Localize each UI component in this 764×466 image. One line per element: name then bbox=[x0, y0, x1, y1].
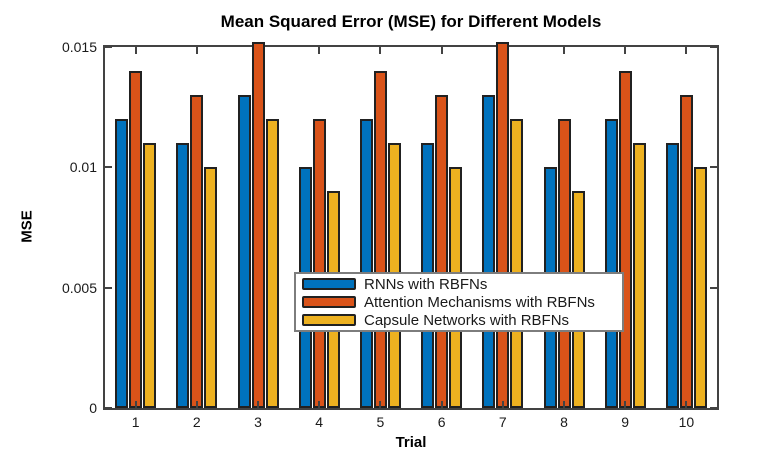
y-tick-label: 0 bbox=[89, 400, 97, 416]
bar-attention-trial-9 bbox=[618, 71, 632, 408]
legend-item: Attention Mechanisms with RBFNs bbox=[302, 293, 622, 311]
x-tick-mark bbox=[624, 47, 627, 54]
legend-item-label: RNNs with RBFNs bbox=[364, 275, 488, 293]
x-tick-mark bbox=[624, 401, 627, 408]
y-tick-mark bbox=[710, 407, 717, 409]
x-tick-mark bbox=[379, 401, 382, 408]
legend-swatch bbox=[302, 314, 356, 326]
y-axis-label: MSE bbox=[18, 210, 36, 243]
y-tick-mark bbox=[710, 46, 717, 48]
x-tick-label: 9 bbox=[621, 414, 630, 430]
bar-capsule-trial-2 bbox=[204, 167, 218, 408]
bar-attention-trial-2 bbox=[190, 95, 204, 408]
bar-capsule-trial-1 bbox=[143, 143, 157, 408]
x-tick-mark bbox=[195, 47, 198, 54]
bar-rnns-trial-3 bbox=[237, 95, 251, 408]
legend-item: RNNs with RBFNs bbox=[302, 275, 622, 293]
bar-attention-trial-5 bbox=[373, 71, 387, 408]
x-tick-label: 5 bbox=[376, 414, 385, 430]
x-tick-mark bbox=[440, 47, 443, 54]
chart-title: Mean Squared Error (MSE) for Different M… bbox=[220, 12, 602, 31]
y-tick-label: 0.015 bbox=[61, 39, 97, 55]
x-tick-mark bbox=[318, 47, 321, 54]
bar-rnns-trial-10 bbox=[665, 143, 679, 408]
legend: RNNs with RBFNs Attention Mechanisms with… bbox=[294, 272, 624, 332]
x-tick-label: 1 bbox=[131, 414, 140, 430]
legend-item-label: Capsule Networks with RBFNs bbox=[364, 311, 570, 329]
legend-swatch bbox=[302, 296, 356, 308]
y-tick-mark bbox=[710, 286, 717, 289]
plot-area bbox=[103, 42, 719, 410]
x-tick-mark bbox=[440, 401, 443, 408]
bar-attention-trial-1 bbox=[129, 71, 143, 408]
x-tick-label: 3 bbox=[254, 414, 262, 430]
bar-capsule-trial-10 bbox=[693, 167, 707, 408]
y-tick-mark bbox=[105, 286, 112, 289]
y-tick-mark bbox=[710, 166, 717, 169]
bar-rnns-trial-1 bbox=[115, 119, 129, 408]
bar-attention-trial-8 bbox=[557, 119, 571, 408]
y-tick-mark bbox=[105, 46, 112, 48]
y-tick-mark bbox=[105, 407, 112, 409]
y-tick-mark bbox=[105, 166, 112, 169]
x-tick-label: 10 bbox=[678, 414, 695, 430]
legend-item-label: Attention Mechanisms with RBFNs bbox=[364, 293, 595, 311]
bar-rnns-trial-9 bbox=[604, 119, 618, 408]
x-tick-mark bbox=[195, 401, 198, 408]
x-tick-mark bbox=[685, 47, 688, 54]
bar-capsule-trial-7 bbox=[510, 119, 524, 408]
bar-capsule-trial-9 bbox=[632, 143, 646, 408]
bar-attention-trial-3 bbox=[251, 42, 265, 408]
x-tick-label: 8 bbox=[560, 414, 568, 430]
x-tick-mark bbox=[563, 401, 565, 408]
bar-attention-trial-10 bbox=[679, 95, 693, 408]
bar-rnns-trial-2 bbox=[176, 143, 190, 408]
legend-item: Capsule Networks with RBFNs bbox=[302, 311, 622, 329]
x-tick-mark bbox=[501, 401, 504, 408]
x-tick-mark bbox=[685, 401, 688, 408]
x-tick-mark bbox=[134, 47, 137, 54]
x-tick-label: 7 bbox=[498, 414, 507, 430]
x-axis-label: Trial bbox=[395, 434, 427, 451]
bar-capsule-trial-3 bbox=[265, 119, 279, 408]
x-tick-label: 6 bbox=[437, 414, 446, 430]
x-tick-mark bbox=[134, 401, 137, 408]
x-tick-mark bbox=[563, 47, 565, 54]
x-tick-label: 2 bbox=[192, 414, 201, 430]
y-tick-label: 0.005 bbox=[61, 279, 97, 296]
y-tick-label: 0.01 bbox=[69, 159, 97, 176]
x-tick-label: 4 bbox=[315, 414, 324, 430]
x-tick-mark bbox=[318, 401, 321, 408]
bar-rnns-trial-7 bbox=[482, 95, 496, 408]
x-tick-mark bbox=[257, 401, 259, 408]
bar-rnns-trial-5 bbox=[359, 119, 373, 408]
x-tick-mark bbox=[379, 47, 382, 54]
bar-attention-trial-6 bbox=[435, 95, 449, 408]
bar-attention-trial-7 bbox=[496, 42, 510, 408]
bar-attention-trial-4 bbox=[312, 119, 326, 408]
legend-swatch bbox=[302, 278, 356, 290]
